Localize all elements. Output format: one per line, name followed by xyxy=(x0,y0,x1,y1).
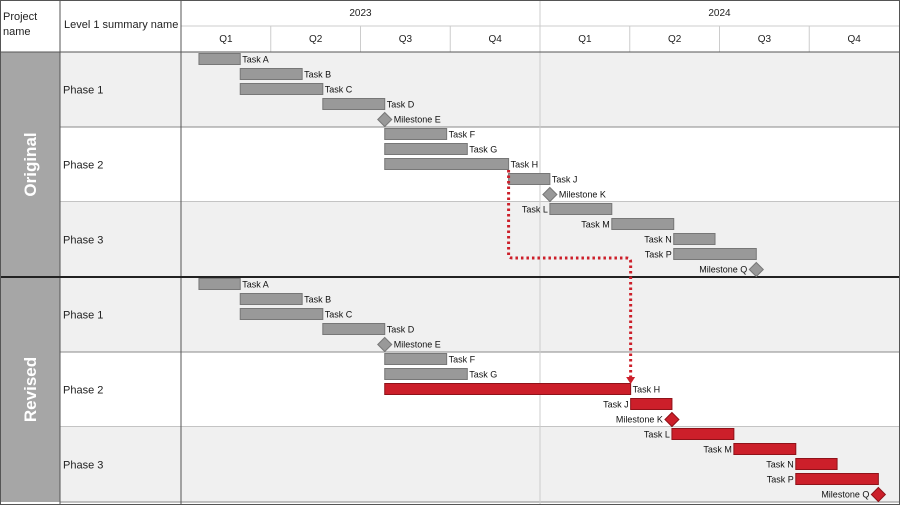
task-bar-task-g-original xyxy=(384,143,468,155)
milestone-label-milestone-e-original: Milestone E xyxy=(394,115,441,125)
phase-label: Phase 3 xyxy=(63,235,103,247)
task-label-task-f-revised: Task F xyxy=(449,355,476,365)
phase-label: Phase 3 xyxy=(63,460,103,472)
milestone-diamond-milestone-e-original xyxy=(377,111,393,128)
task-label-task-d-original: Task D xyxy=(387,100,415,110)
phase-label: Phase 1 xyxy=(63,85,103,97)
task-label-task-m-revised: Task M xyxy=(703,445,732,455)
task-bar-task-j-original xyxy=(508,173,551,185)
milestone-label-milestone-q-revised: Milestone Q xyxy=(821,490,869,500)
header-project-name-line1: Project xyxy=(3,11,37,23)
milestone-diamond-milestone-k-revised xyxy=(664,411,680,428)
milestone-label-milestone-k-original: Milestone K xyxy=(559,190,606,200)
task-bar-task-h-original xyxy=(384,158,510,170)
task-label-task-n-revised: Task N xyxy=(766,460,794,470)
task-label-task-d-revised: Task D xyxy=(387,325,415,335)
connector-dotted-line xyxy=(507,170,633,379)
milestone-label-milestone-k-revised: Milestone K xyxy=(616,415,663,425)
task-label-task-c-original: Task C xyxy=(325,85,353,95)
task-label-task-b-revised: Task B xyxy=(304,295,331,305)
header-project-name-line2: name xyxy=(3,26,31,38)
task-label-task-a-original: Task A xyxy=(242,55,269,65)
task-bar-task-m-revised xyxy=(733,443,797,455)
task-bar-task-l-revised xyxy=(671,428,735,440)
project-name-revised: Revised xyxy=(21,357,40,422)
phase-band-1-0 xyxy=(60,277,899,352)
task-bar-task-d-original xyxy=(322,98,386,110)
milestone-label-milestone-q-original: Milestone Q xyxy=(699,265,747,275)
header-summary-name: Level 1 summary name xyxy=(64,19,178,31)
header-quarter-8: Q4 xyxy=(847,34,861,45)
header-quarter-6: Q2 xyxy=(668,34,682,45)
project-band-revised xyxy=(0,277,60,502)
task-bar-task-p-revised xyxy=(795,473,879,485)
phase-band-1-2 xyxy=(60,427,899,502)
header-quarter-1: Q1 xyxy=(219,34,233,45)
header-year-2024: 2024 xyxy=(708,8,731,19)
phase-band-0-0 xyxy=(60,52,899,127)
header-quarter-7: Q3 xyxy=(758,34,772,45)
milestone-diamond-milestone-q-revised xyxy=(870,486,887,503)
milestone-diamond-milestone-e-revised xyxy=(377,336,393,353)
task-label-task-g-original: Task G xyxy=(469,145,497,155)
header-quarter-5: Q1 xyxy=(578,34,592,45)
task-bar-task-n-revised xyxy=(795,458,838,470)
task-bar-task-d-revised xyxy=(322,323,386,335)
task-label-task-l-original: Task L xyxy=(522,205,548,215)
task-label-task-n-original: Task N xyxy=(644,235,672,245)
header-quarter-2: Q2 xyxy=(309,34,323,45)
task-bar-task-l-original xyxy=(549,203,613,215)
task-bar-task-g-revised xyxy=(384,368,468,380)
phase-band-0-2 xyxy=(60,202,899,277)
task-label-task-l-revised: Task L xyxy=(644,430,670,440)
task-bar-task-n-original xyxy=(673,233,716,245)
task-label-task-p-revised: Task P xyxy=(767,475,794,485)
task-bar-task-f-revised xyxy=(384,353,448,365)
phase-label: Phase 1 xyxy=(63,310,103,322)
task-bar-task-j-revised xyxy=(630,398,673,410)
task-bar-task-b-revised xyxy=(239,293,303,305)
task-bar-task-a-original xyxy=(198,53,241,65)
project-name-original: Original xyxy=(21,132,40,196)
task-label-task-b-original: Task B xyxy=(304,70,331,80)
task-label-task-h-original: Task H xyxy=(511,160,539,170)
task-label-task-a-revised: Task A xyxy=(242,280,269,290)
task-label-task-j-original: Task J xyxy=(552,175,578,185)
task-label-task-c-revised: Task C xyxy=(325,310,353,320)
task-bar-task-h-revised xyxy=(384,383,632,395)
milestone-label-milestone-e-revised: Milestone E xyxy=(394,340,441,350)
project-band-original xyxy=(0,52,60,277)
task-label-task-h-revised: Task H xyxy=(633,385,661,395)
header-year-2023: 2023 xyxy=(349,8,372,19)
phase-label: Phase 2 xyxy=(63,385,103,397)
task-label-task-f-original: Task F xyxy=(449,130,476,140)
task-bar-task-a-revised xyxy=(198,278,241,290)
task-bar-task-p-original xyxy=(673,248,757,260)
milestone-diamond-milestone-k-original xyxy=(542,186,558,203)
task-bar-task-c-revised xyxy=(239,308,324,320)
connector-arrowhead xyxy=(626,377,636,384)
task-bar-task-f-original xyxy=(384,128,448,140)
task-label-task-m-original: Task M xyxy=(581,220,610,230)
phase-label: Phase 2 xyxy=(63,160,103,172)
header-quarter-4: Q4 xyxy=(488,34,502,45)
task-bar-task-b-original xyxy=(239,68,303,80)
task-label-task-p-original: Task P xyxy=(645,250,672,260)
header-quarter-3: Q3 xyxy=(399,34,413,45)
task-label-task-g-revised: Task G xyxy=(469,370,497,380)
task-label-task-j-revised: Task J xyxy=(603,400,629,410)
milestone-diamond-milestone-q-original xyxy=(748,261,765,278)
task-bar-task-m-original xyxy=(611,218,675,230)
task-bar-task-c-original xyxy=(239,83,324,95)
